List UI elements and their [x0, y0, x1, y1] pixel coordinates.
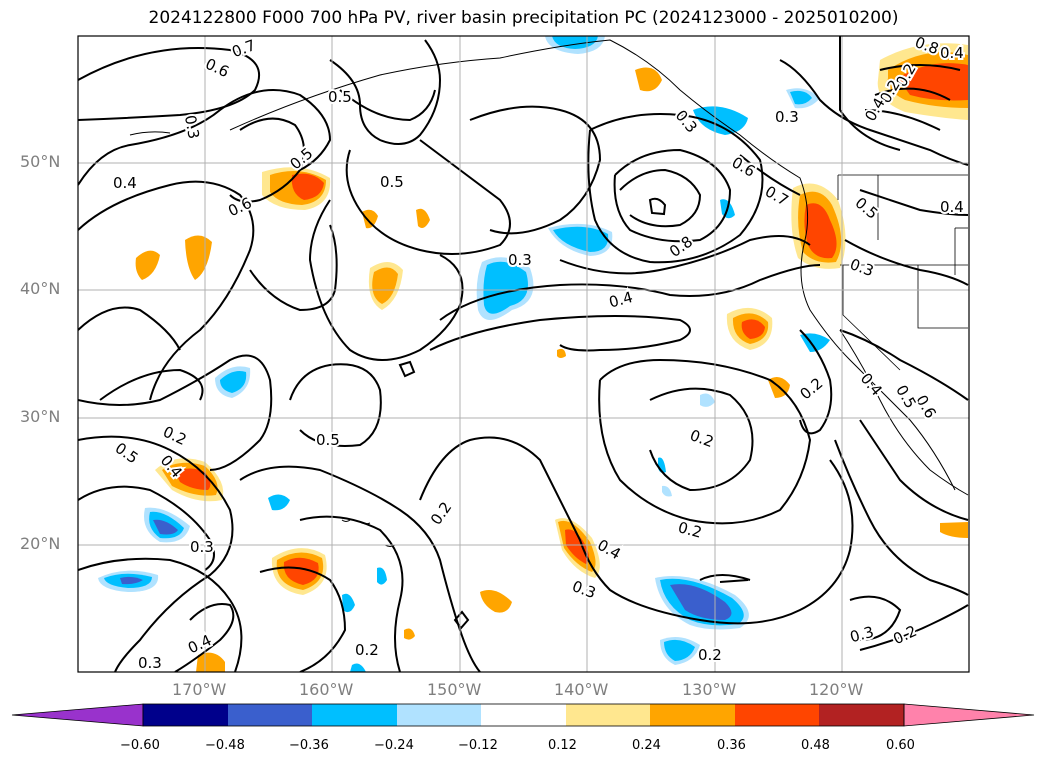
- colorbar-extend-high: [903, 703, 1035, 727]
- shaded-anomalies: [98, 36, 968, 672]
- contour-label: 0.3: [181, 114, 203, 141]
- gridlines: [78, 36, 969, 672]
- colorbar-swatch: [143, 704, 228, 726]
- lon-label: 170°W: [172, 680, 227, 699]
- colorbar-tick: 0.48: [801, 738, 830, 753]
- contour-label: 0.3: [190, 538, 214, 556]
- colorbar-swatch: [650, 704, 735, 726]
- lon-label: 130°W: [682, 680, 737, 699]
- colorbar-tick: −0.60: [120, 738, 160, 753]
- colorbar-swatch: [228, 704, 312, 726]
- contour-label: 0.2: [698, 646, 722, 664]
- map-plot-area: 0.7 0.6 0.5 0.3 0.5 0.4 0.6 0.5 0.3 0.4 …: [78, 36, 969, 672]
- colorbar-tick: 0.24: [632, 738, 661, 753]
- colorbar-tick: 0.60: [886, 738, 915, 753]
- colorbar-swatch: [312, 704, 397, 726]
- colorbar-swatch: [566, 704, 650, 726]
- lat-label: 50°N: [20, 152, 61, 171]
- lon-label: 150°W: [427, 680, 482, 699]
- colorbar-swatch: [481, 704, 566, 726]
- colorbar-swatch: [735, 704, 819, 726]
- colorbar-extend-low: [11, 703, 144, 727]
- lat-label: 20°N: [20, 534, 61, 553]
- colorbar-tick: −0.36: [289, 738, 329, 753]
- contour-label: 0.4: [113, 174, 137, 192]
- colorbar-tick: −0.48: [205, 738, 245, 753]
- contour-label: 0.3: [508, 251, 532, 269]
- contour-label: 0.5: [316, 431, 340, 449]
- contour-label: 0.3: [138, 654, 162, 672]
- lon-label: 160°W: [299, 680, 354, 699]
- contour-label: 0.4: [940, 198, 964, 216]
- coastlines: [129, 39, 969, 547]
- contour-label: 0.3: [775, 108, 799, 126]
- contour-label: 0.2: [355, 641, 379, 659]
- contour-label: 0.5: [328, 88, 352, 106]
- colorbar-tick: 0.36: [717, 738, 746, 753]
- lon-label: 140°W: [554, 680, 609, 699]
- map-frame: [77, 35, 970, 673]
- colorbar: [11, 703, 1035, 727]
- colorbar-tick: −0.12: [458, 738, 498, 753]
- lon-label: 120°W: [809, 680, 864, 699]
- contour-label: 0.4: [940, 44, 964, 62]
- lat-label: 40°N: [20, 279, 61, 298]
- lat-label: 30°N: [20, 407, 61, 426]
- contour-label: 0.5: [380, 173, 404, 191]
- colorbar-swatch: [819, 704, 904, 726]
- colorbar-tick: −0.24: [374, 738, 414, 753]
- colorbar-tick: 0.12: [548, 738, 577, 753]
- map-title: 2024122800 F000 700 hPa PV, river basin …: [148, 8, 899, 28]
- colorbar-swatch: [397, 704, 481, 726]
